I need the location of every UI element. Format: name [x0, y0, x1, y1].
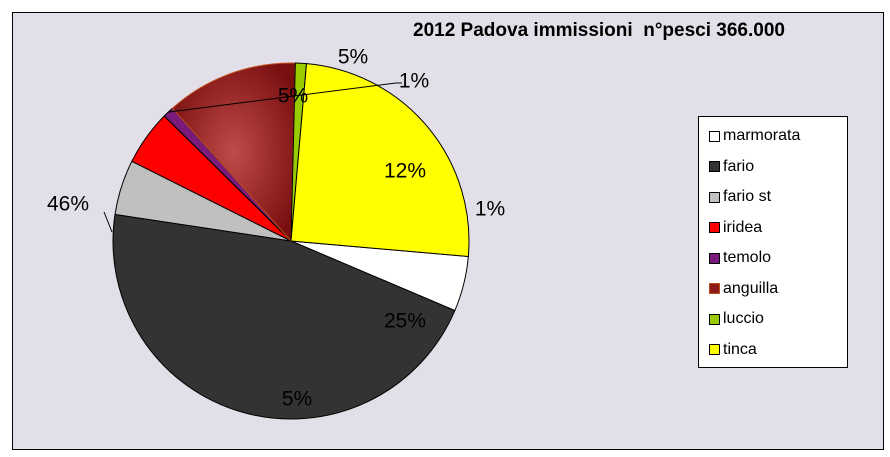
- legend-item-anguilla: anguilla: [709, 274, 847, 305]
- legend-swatch: [709, 222, 720, 234]
- data-label-luccio: 1%: [475, 198, 505, 221]
- legend-label: tinca: [723, 340, 757, 358]
- data-label-fario: 46%: [47, 193, 89, 216]
- legend-label: temolo: [723, 249, 772, 267]
- legend-swatch: [709, 252, 720, 264]
- legend-label: anguilla: [723, 279, 779, 297]
- data-label-marmorata: 5%: [282, 388, 312, 411]
- pie-slice-tinca: [290, 63, 470, 258]
- legend-swatch: [709, 313, 720, 325]
- legend: marmorata fario fario st iridea temolo anguil…: [698, 116, 848, 368]
- legend-item-fario-st: fario st: [709, 182, 847, 213]
- legend-label: fario st: [723, 188, 772, 206]
- legend-item-luccio: luccio: [709, 304, 847, 335]
- legend-swatch: [709, 344, 720, 356]
- legend-label: fario: [723, 157, 755, 175]
- chart-title: 2012 Padova immissioni n°pesci 366.000: [413, 20, 785, 41]
- legend-swatch: [709, 283, 720, 295]
- data-label-tinca: 25%: [384, 310, 426, 333]
- pie-slice-fario: [112, 213, 456, 420]
- legend-label: luccio: [723, 310, 764, 328]
- legend-swatch: [709, 191, 720, 203]
- leader-line-temolo: [168, 82, 402, 113]
- data-label-iridea: 5%: [338, 46, 368, 69]
- legend-item-iridea: iridea: [709, 213, 847, 244]
- legend-swatch: [709, 161, 720, 173]
- legend-item-fario: fario: [709, 152, 847, 183]
- data-label-anguilla: 12%: [384, 160, 426, 183]
- legend-item-tinca: tinca: [709, 335, 847, 366]
- legend-item-temolo: temolo: [709, 243, 847, 274]
- data-label-temolo: 1%: [399, 70, 429, 93]
- data-label-fario-st: 5%: [278, 85, 308, 108]
- legend-label: iridea: [723, 218, 763, 236]
- legend-swatch: [709, 130, 720, 142]
- legend-label: marmorata: [723, 127, 801, 145]
- leader-line-fario: [103, 211, 113, 233]
- legend-item-marmorata: marmorata: [709, 121, 847, 152]
